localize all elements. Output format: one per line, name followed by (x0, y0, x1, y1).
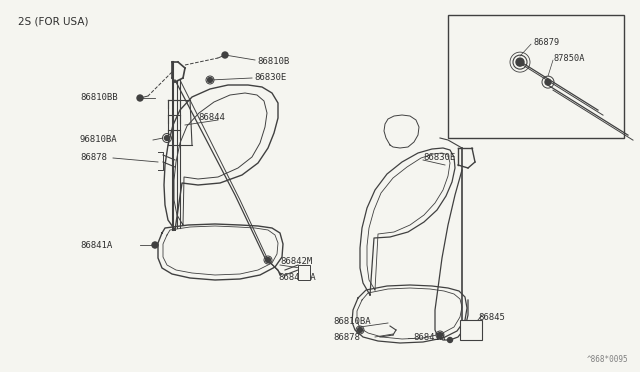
Text: 86841A: 86841A (80, 241, 112, 250)
Text: 86842M: 86842M (280, 257, 312, 266)
Text: 2S (FOR USA): 2S (FOR USA) (18, 17, 88, 27)
Text: 96810BA: 96810BA (80, 135, 118, 144)
Text: 86878: 86878 (333, 333, 360, 341)
Circle shape (438, 333, 442, 337)
Circle shape (152, 242, 158, 248)
Text: 86830E: 86830E (423, 154, 455, 163)
Circle shape (152, 243, 157, 247)
Text: ^868*0095: ^868*0095 (586, 355, 628, 364)
Circle shape (358, 327, 362, 333)
Text: 86878: 86878 (80, 153, 107, 161)
Text: 86830E: 86830E (254, 74, 286, 83)
Text: 86844: 86844 (198, 113, 225, 122)
Text: 86810B: 86810B (257, 57, 289, 65)
Circle shape (207, 77, 212, 83)
Text: 86879: 86879 (533, 38, 559, 46)
Bar (448, 15, 624, 138)
Circle shape (447, 337, 452, 343)
Text: 87850A: 87850A (553, 54, 584, 62)
Circle shape (137, 95, 143, 101)
Circle shape (545, 79, 551, 85)
Text: 86810BA: 86810BA (333, 317, 371, 327)
Circle shape (222, 52, 228, 58)
Circle shape (516, 58, 524, 66)
Text: 86842MA: 86842MA (278, 273, 316, 282)
Text: 86841A: 86841A (413, 333, 445, 341)
Text: 86810BB: 86810BB (80, 93, 118, 102)
Circle shape (266, 257, 271, 263)
Circle shape (164, 135, 170, 141)
Bar (298, 265, 310, 280)
Text: 86845: 86845 (478, 314, 505, 323)
Bar (460, 320, 482, 340)
